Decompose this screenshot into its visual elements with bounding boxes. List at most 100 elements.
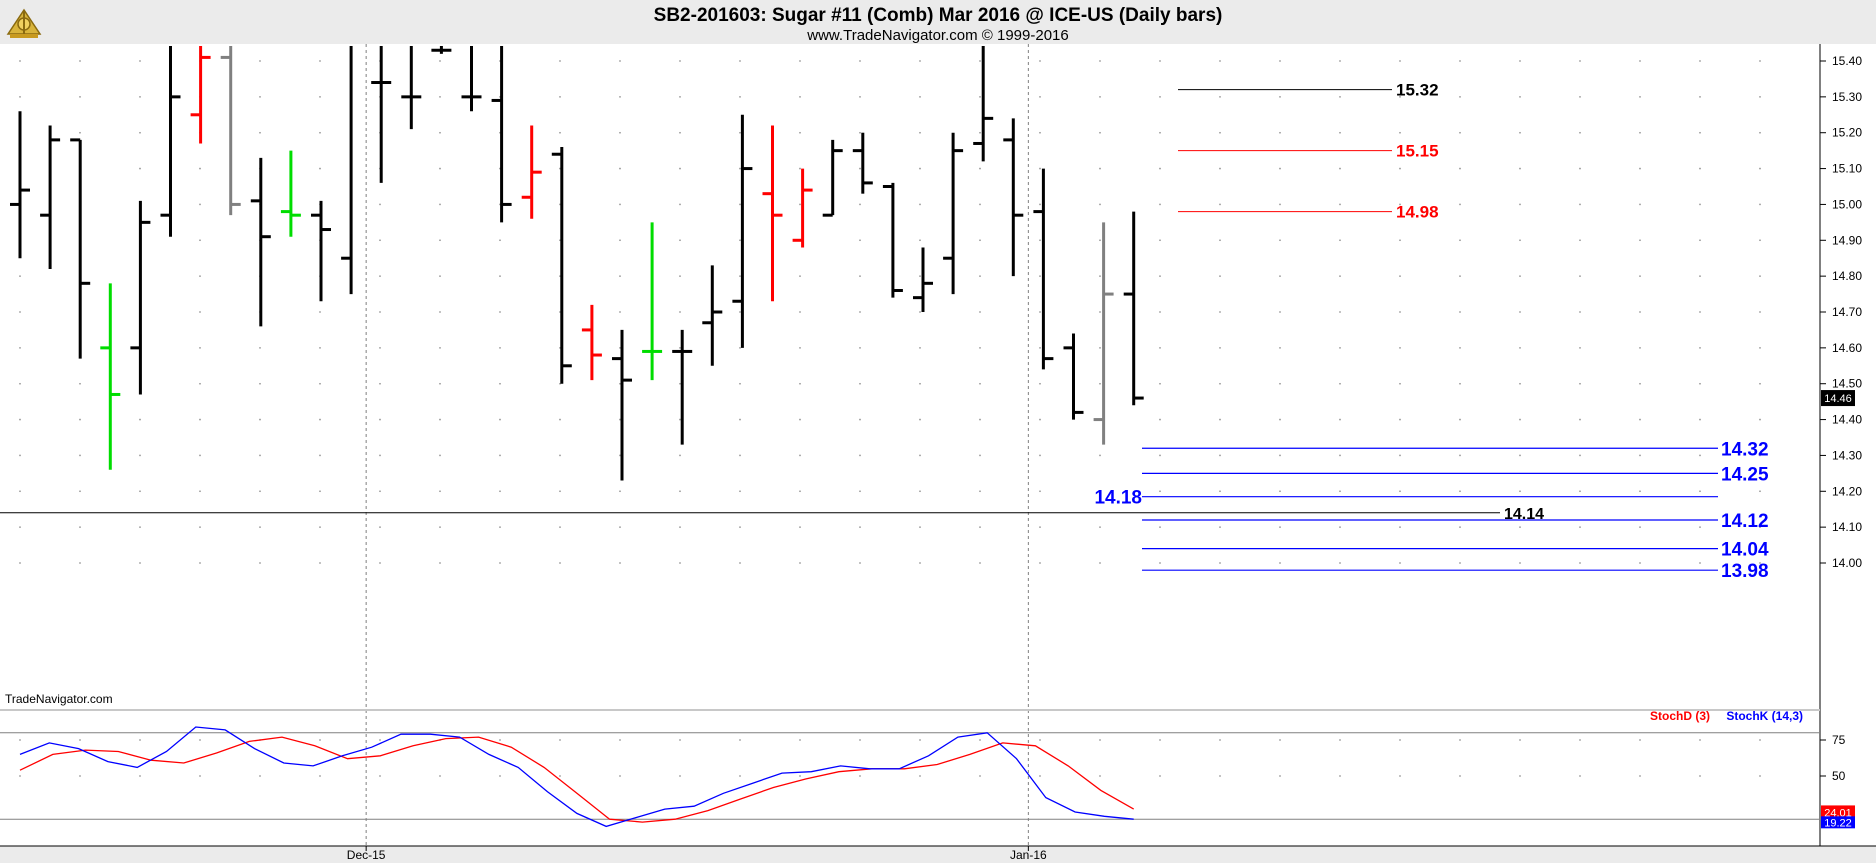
grid-dot (619, 562, 621, 564)
grid-dot (1339, 418, 1341, 421)
grid-dot (1699, 739, 1701, 741)
grid-dot (799, 382, 801, 385)
ohlc-bar (852, 132, 873, 194)
watermark: TradeNavigator.com (5, 692, 113, 706)
grid-dot (1219, 490, 1221, 493)
grid-dot (1579, 203, 1581, 206)
grid-dot (739, 526, 741, 529)
grid-dot (499, 526, 501, 529)
grid-dot (319, 454, 321, 457)
grid-dot (1699, 131, 1701, 134)
grid-dot (979, 562, 981, 564)
grid-dot (979, 526, 981, 529)
grid-dot (1519, 275, 1521, 278)
price-bars (10, 46, 1144, 481)
grid-dot (319, 60, 321, 62)
grid-dot (199, 526, 201, 529)
grid-dot (739, 346, 741, 349)
grid-dot (1759, 346, 1761, 349)
grid-dot (919, 346, 921, 349)
grid-dot (1219, 526, 1221, 529)
stoch-tick-label: 75 (1832, 733, 1846, 747)
grid-dot (319, 346, 321, 349)
grid-dot (259, 775, 261, 777)
grid-dot (1579, 739, 1581, 741)
grid-dot (1279, 275, 1281, 278)
grid-dot (1039, 239, 1041, 242)
grid-dot (739, 562, 741, 564)
grid-dot (19, 311, 21, 313)
grid-dot (799, 739, 801, 741)
grid-dot (679, 526, 681, 529)
grid-dot (559, 418, 561, 421)
support-label: 13.98 (1721, 561, 1769, 582)
grid-dot (1159, 239, 1161, 242)
grid-dot (1639, 60, 1641, 62)
grid-dot (1759, 454, 1761, 457)
y-tick-label: 15.00 (1832, 197, 1862, 211)
grid-dot (1519, 382, 1521, 385)
time-axis: Dec-15 Jan-16 (347, 846, 1047, 862)
ohlc-bar (822, 139, 843, 217)
grid-dot (1219, 739, 1221, 741)
grid-dot (499, 562, 501, 564)
grid-dot (739, 275, 741, 278)
grid-dot (199, 346, 201, 349)
price-axis: 15.40 15.30 15.20 15.10 15.00 14.90 14.80 14.70… (1820, 54, 1862, 570)
grid-dot (799, 775, 801, 777)
grid-dot (799, 562, 801, 564)
grid-dot (439, 454, 441, 457)
grid-dot (1699, 60, 1701, 62)
grid-dot (1699, 275, 1701, 278)
grid-dot (1519, 454, 1521, 457)
grid-dot (619, 454, 621, 457)
grid-dot (1339, 490, 1341, 493)
grid-dot (19, 562, 21, 564)
grid-dot (1159, 775, 1161, 777)
grid-dot (1579, 490, 1581, 493)
grid-dot (1039, 311, 1041, 313)
ohlc-bar (401, 46, 422, 130)
grid-dot (559, 526, 561, 529)
grid-dot (1759, 131, 1761, 134)
grid-dot (1279, 382, 1281, 385)
grid-dot (1759, 203, 1761, 206)
legend-stochd: StochD (3) (1650, 709, 1710, 723)
grid-dot (1459, 167, 1461, 170)
grid-dot (979, 490, 981, 493)
grid-dot (1099, 95, 1101, 98)
grid-dot (919, 562, 921, 564)
resistance-label: 15.15 (1396, 142, 1439, 161)
grid-dot (859, 203, 861, 206)
grid-dot (679, 239, 681, 242)
grid-dot (1639, 739, 1641, 741)
grid-dot (1099, 239, 1101, 242)
grid-dot (1279, 775, 1281, 777)
grid-dot (1699, 775, 1701, 777)
y-tick-label: 14.80 (1832, 269, 1862, 283)
ohlc-bar (521, 125, 542, 219)
grid-dot (1159, 562, 1161, 564)
grid-dot (79, 454, 81, 457)
grid-dot (499, 454, 501, 457)
grid-dot (1339, 346, 1341, 349)
grid-dot (1519, 95, 1521, 98)
grid-dot (379, 418, 381, 421)
grid-dot (799, 203, 801, 206)
grid-dot (919, 311, 921, 313)
grid-dot (79, 562, 81, 564)
grid-dot (1039, 131, 1041, 134)
grid-dot (1459, 95, 1461, 98)
grid-dot (1759, 490, 1761, 493)
price-panel (0, 44, 1820, 706)
header-bar (0, 0, 1876, 44)
grid-dot (1639, 775, 1641, 777)
grid-dot (859, 239, 861, 242)
grid-dot (1219, 95, 1221, 98)
grid-dot (1459, 490, 1461, 493)
grid-dot (679, 167, 681, 170)
grid-dot (1279, 95, 1281, 98)
grid-dot (139, 562, 141, 564)
grid-dot (199, 239, 201, 242)
grid-dot (1459, 739, 1461, 741)
